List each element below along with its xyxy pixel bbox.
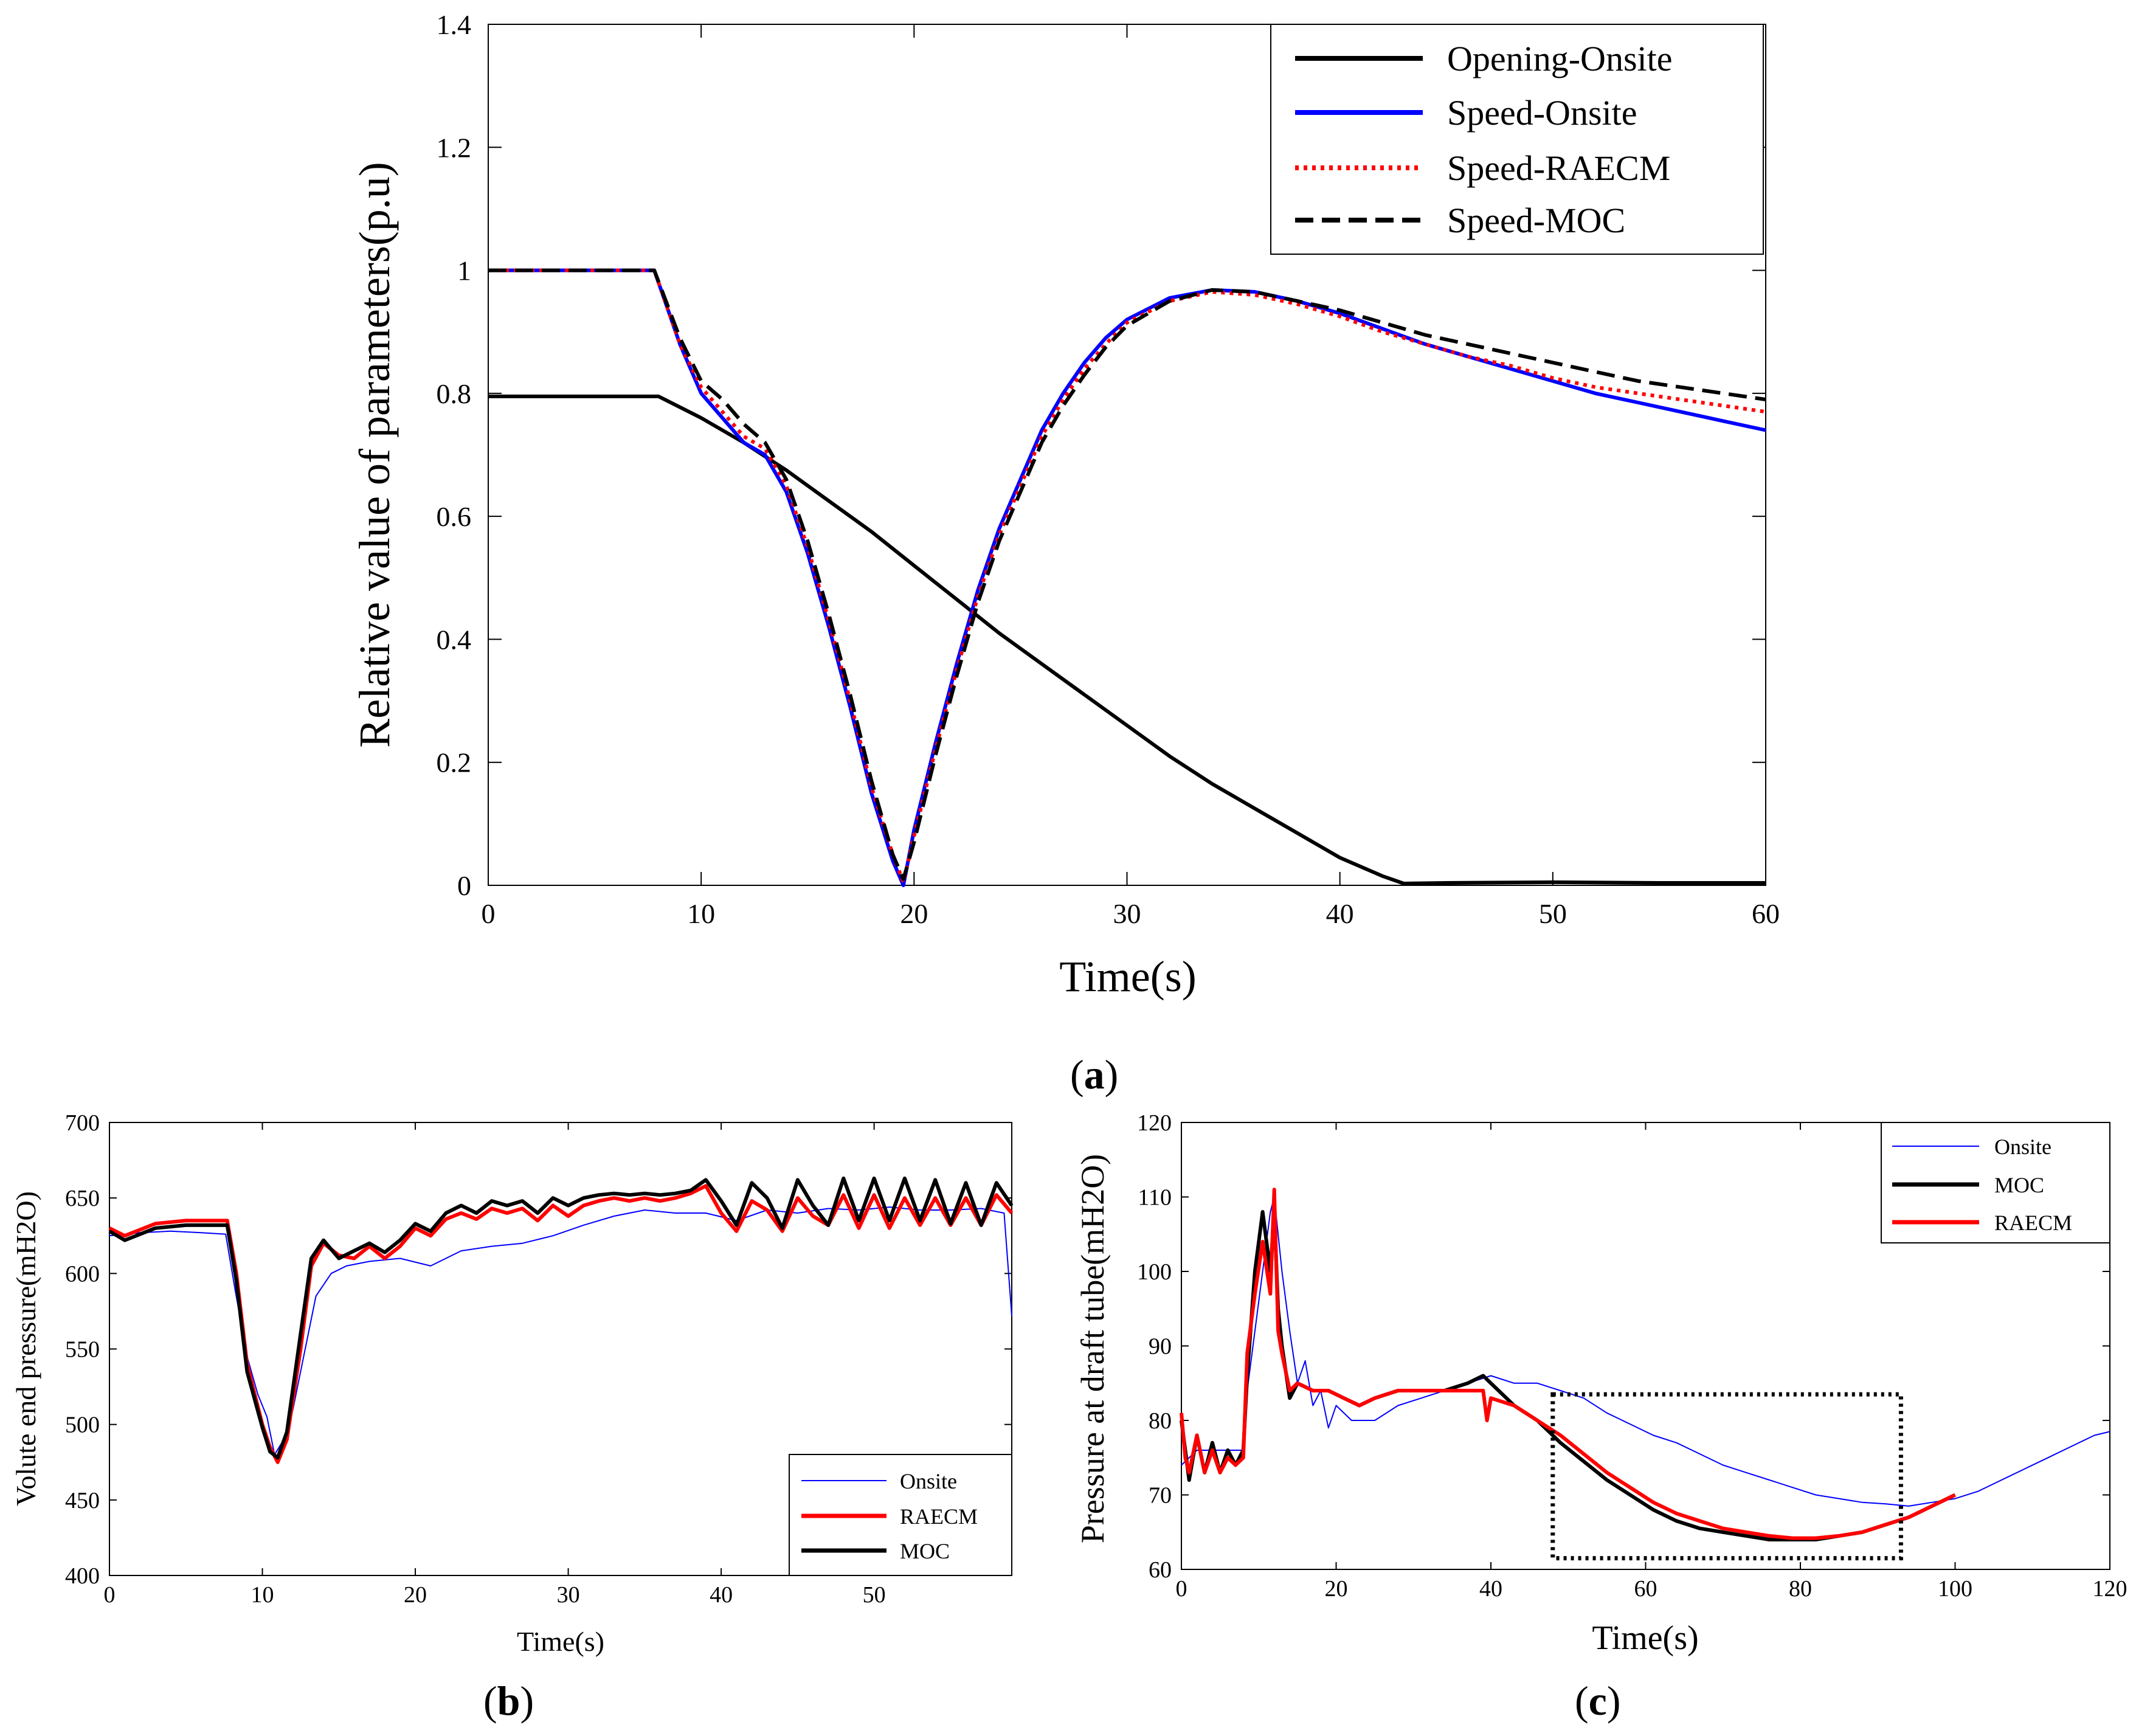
chart-a-y-tick-label: 0.8 — [437, 378, 472, 409]
chart-b-x-tick-label: 30 — [557, 1582, 580, 1608]
chart-c-x-tick-label: 80 — [1789, 1576, 1812, 1602]
chart-b-y-tick-label: 650 — [65, 1186, 100, 1211]
chart-b-x-tick-label: 20 — [404, 1582, 427, 1608]
chart-c-series-raecm — [1180, 1188, 1956, 1540]
chart-c-y-tick-label: 110 — [1138, 1185, 1172, 1211]
chart-a-series-speed-raecm — [488, 268, 1766, 884]
chart-a-y-tick-label: 1.4 — [437, 9, 472, 40]
chart-b-x-tick-label: 40 — [710, 1582, 733, 1608]
chart-a-legend-label-speed-moc: Speed-MOC — [1447, 201, 1625, 240]
chart-a-x-tick-label: 60 — [1752, 898, 1780, 929]
chart-a-y-axis-label: Relative value of parameters(p.u) — [350, 162, 399, 748]
chart-c-panel-letter: c — [1589, 1678, 1607, 1724]
chart-a-legend-label-opening-onsite: Opening-Onsite — [1447, 39, 1673, 78]
chart-c-x-tick-label: 100 — [1938, 1576, 1972, 1602]
chart-c-y-axis-label: Pressure at draft tube(mH2O) — [1074, 1154, 1111, 1543]
chart-b-x-tick-label: 0 — [104, 1582, 116, 1608]
chart-b-series-moc — [108, 1176, 1014, 1460]
chart-b: 0 10 20 30 40 50 400 450 500 550 600 650 700 Time(s)… — [10, 1110, 1014, 1724]
chart-b-legend: Onsite RAECM MOC — [789, 1454, 1012, 1576]
chart-c-y-tick-label: 60 — [1149, 1557, 1172, 1583]
chart-b-series-raecm — [108, 1184, 1014, 1464]
chart-c-x-tick-label: 40 — [1479, 1576, 1502, 1602]
chart-a-x-tick-label: 10 — [687, 898, 715, 929]
chart-c-y-tick-label: 90 — [1149, 1334, 1172, 1360]
chart-a-panel-label: (a) — [1070, 1051, 1118, 1098]
chart-b-legend-label-onsite: Onsite — [900, 1469, 957, 1493]
chart-b-panel-letter: b — [497, 1678, 520, 1724]
chart-b-x-tick-label: 50 — [863, 1582, 886, 1608]
chart-a-x-tick-label: 40 — [1326, 898, 1354, 929]
chart-b-y-tick-label: 550 — [65, 1337, 100, 1363]
chart-b-x-tick-label: 10 — [251, 1582, 274, 1608]
chart-c-legend: Onsite MOC RAECM — [1881, 1122, 2110, 1243]
chart-c-series — [1180, 1188, 2110, 1541]
chart-a-y-tick-label: 1.2 — [437, 132, 472, 163]
chart-a-x-tick-label: 30 — [1113, 898, 1141, 929]
chart-a-x-tick-label: 20 — [900, 898, 928, 929]
chart-c: 0 20 40 60 80 100 120 60 70 80 90 100 110 120 Time(s)… — [1074, 1110, 2127, 1724]
chart-b-legend-label-moc: MOC — [900, 1539, 950, 1563]
chart-c-legend-label-raecm: RAECM — [1994, 1211, 2072, 1235]
chart-c-x-tick-label: 0 — [1176, 1576, 1187, 1602]
chart-b-y-tick-label: 450 — [65, 1488, 100, 1513]
chart-b-panel-label: (b) — [483, 1678, 534, 1724]
chart-c-panel-label: (c) — [1575, 1678, 1621, 1724]
chart-c-x-axis-label: Time(s) — [1592, 1619, 1698, 1657]
chart-b-legend-label-raecm: RAECM — [900, 1504, 978, 1529]
chart-a-panel-letter: a — [1084, 1051, 1105, 1098]
chart-c-x-tick-label: 120 — [2093, 1576, 2127, 1602]
chart-c-y-tick-label: 80 — [1149, 1408, 1172, 1434]
chart-a-y-tick-label: 1 — [457, 255, 471, 286]
chart-a-y-tick-label: 0 — [457, 870, 471, 901]
chart-b-y-tick-label: 400 — [65, 1563, 100, 1589]
chart-a-x-tick-label: 0 — [482, 898, 496, 929]
chart-c-x-tick-label: 60 — [1634, 1576, 1657, 1602]
chart-b-y-tick-label: 700 — [65, 1110, 100, 1136]
chart-a-legend-label-speed-raecm: Speed-RAECM — [1447, 148, 1670, 188]
chart-c-y-tick-label: 120 — [1137, 1110, 1172, 1136]
chart-a-series — [488, 268, 1766, 887]
chart-a-legend-label-speed-onsite: Speed-Onsite — [1447, 93, 1637, 133]
chart-a-legend-box — [1270, 24, 1764, 255]
chart-a-x-axis-label: Time(s) — [1059, 952, 1196, 1001]
chart-c-y-tick-label: 100 — [1137, 1259, 1172, 1285]
chart-a-ticks: 0 10 20 30 40 50 60 0 0.2 0.4 0.6 0.8 1 1.2 1.4 — [437, 9, 1780, 929]
chart-b-series — [108, 1176, 1014, 1464]
chart-c-y-tick-label: 70 — [1149, 1483, 1172, 1509]
chart-c-ticks: 0 20 40 60 80 100 120 60 70 80 90 100 110 120 — [1137, 1110, 2127, 1602]
chart-b-x-axis-label: Time(s) — [517, 1626, 604, 1657]
chart-a: 0 10 20 30 40 50 60 0 0.2 0.4 0.6 0.8 1 1.2 1.4 Time(s… — [350, 9, 1780, 1098]
chart-c-highlight-box — [1550, 1392, 1903, 1561]
chart-c-x-tick-label: 20 — [1325, 1576, 1348, 1602]
chart-c-legend-label-onsite: Onsite — [1994, 1135, 2051, 1159]
chart-a-series-speed-moc — [488, 268, 1766, 881]
chart-a-y-tick-label: 0.2 — [437, 747, 472, 778]
chart-b-y-tick-label: 600 — [65, 1261, 100, 1287]
chart-a-series-speed-onsite — [488, 268, 1766, 887]
chart-a-y-tick-label: 0.6 — [437, 501, 472, 532]
chart-c-legend-label-moc: MOC — [1994, 1173, 2044, 1197]
chart-a-legend: Opening-Onsite Speed-Onsite Speed-RAECM … — [1270, 24, 1764, 255]
chart-b-y-tick-label: 500 — [65, 1413, 100, 1438]
chart-a-x-tick-label: 50 — [1539, 898, 1567, 929]
chart-b-y-axis-label: Volute end pressure(mH2O) — [10, 1191, 41, 1506]
chart-a-y-tick-label: 0.4 — [437, 624, 472, 655]
